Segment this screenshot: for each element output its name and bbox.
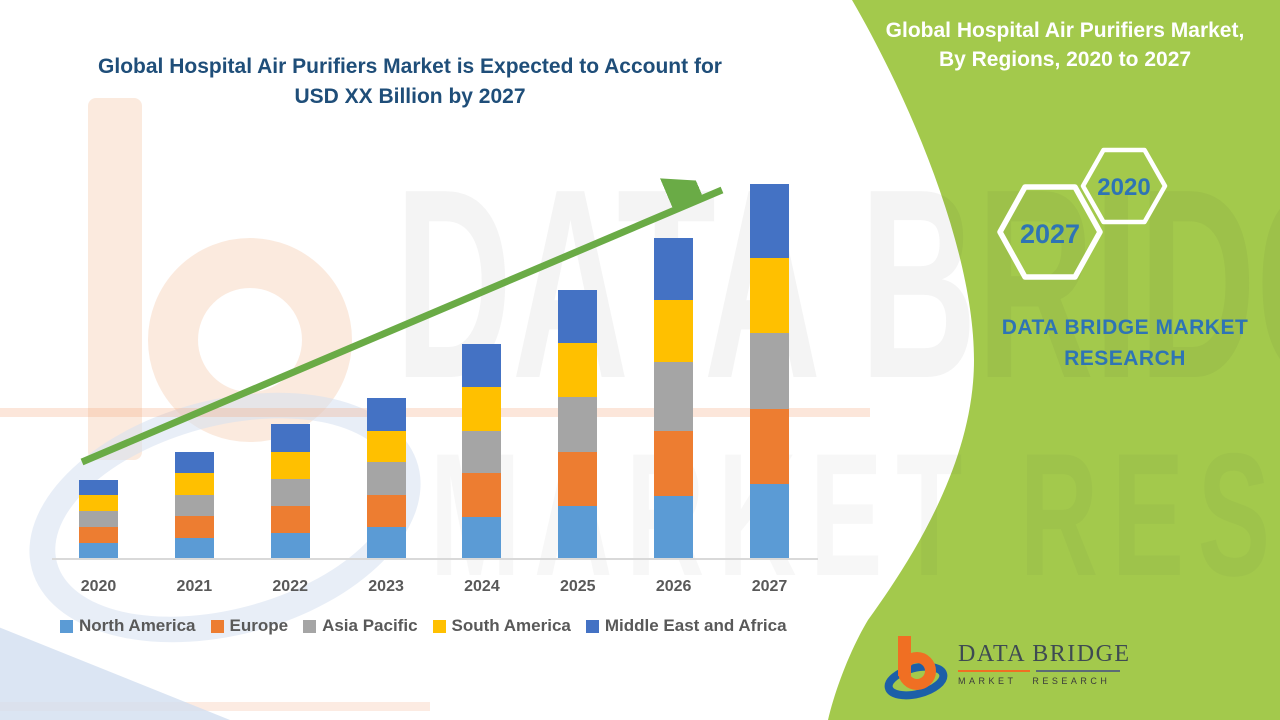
x-axis-label-2025: 2025 xyxy=(559,578,596,595)
side-panel-title-line1: Global Hospital Air Purifiers Market, xyxy=(885,19,1245,42)
side-panel-brand-line2: RESEARCH xyxy=(1064,347,1186,370)
legend-swatch-icon xyxy=(432,619,446,633)
chart-legend: North America Europe Asia Pacific South Ame… xyxy=(60,616,787,636)
legend-label: Asia Pacific xyxy=(322,616,418,635)
x-axis-line xyxy=(52,558,818,560)
databridge-logo-rule xyxy=(958,670,1131,672)
x-axis-label-2021: 2021 xyxy=(176,578,213,595)
legend-item-middle-east-and-africa: Middle East and Africa xyxy=(585,616,787,636)
databridge-logo-subtitle: MARKET RESEARCH xyxy=(958,676,1111,686)
legend-label: South America xyxy=(451,616,571,635)
legend-item-asia-pacific: Asia Pacific xyxy=(303,616,418,636)
legend-label: Middle East and Africa xyxy=(604,616,787,635)
chart-title-line1: Global Hospital Air Purifiers Market is … xyxy=(98,55,722,78)
legend-swatch-icon xyxy=(60,619,73,633)
legend-item-north-america: North America xyxy=(60,616,196,636)
x-axis-label-2023: 2023 xyxy=(368,578,404,595)
legend-item-south-america: South America xyxy=(432,616,571,636)
legend-swatch-icon xyxy=(303,619,317,633)
legend-swatch-icon xyxy=(585,619,599,633)
databridge-logo-name: DATA BRIDGE xyxy=(958,641,1131,667)
databridge-logo: DATA BRIDGE MARKET RESEARCH xyxy=(880,632,1131,704)
side-panel-brand-line1: DATA BRIDGE MARKET xyxy=(1001,316,1249,339)
databridge-logo-icon xyxy=(884,636,948,700)
x-axis-label-2024: 2024 xyxy=(464,578,500,595)
watermark-text-marketresearch: MARKET RESEARCH xyxy=(430,428,1280,603)
side-panel-brand-text: DATA BRIDGE MARKET RESEARCH xyxy=(960,312,1280,374)
chart-title: Global Hospital Air Purifiers Market is … xyxy=(40,52,780,112)
side-panel-title: Global Hospital Air Purifiers Market, By… xyxy=(850,16,1280,74)
watermark-band-bottom xyxy=(0,702,430,711)
watermark-text-databridge: DATA BRIDGE xyxy=(395,134,1280,435)
legend-swatch-icon xyxy=(210,619,224,633)
chart-title-line2: USD XX Billion by 2027 xyxy=(294,85,526,108)
legend-label: Europe xyxy=(229,616,289,635)
x-axis-label-2026: 2026 xyxy=(655,578,692,595)
legend-label: North America xyxy=(79,616,196,635)
x-axis-label-2020: 2020 xyxy=(80,578,117,595)
side-panel-title-line2: By Regions, 2020 to 2027 xyxy=(938,48,1192,71)
x-axis-label-2027: 2027 xyxy=(751,578,788,595)
legend-item-europe: Europe xyxy=(210,616,289,636)
x-axis-label-2022: 2022 xyxy=(272,578,308,595)
